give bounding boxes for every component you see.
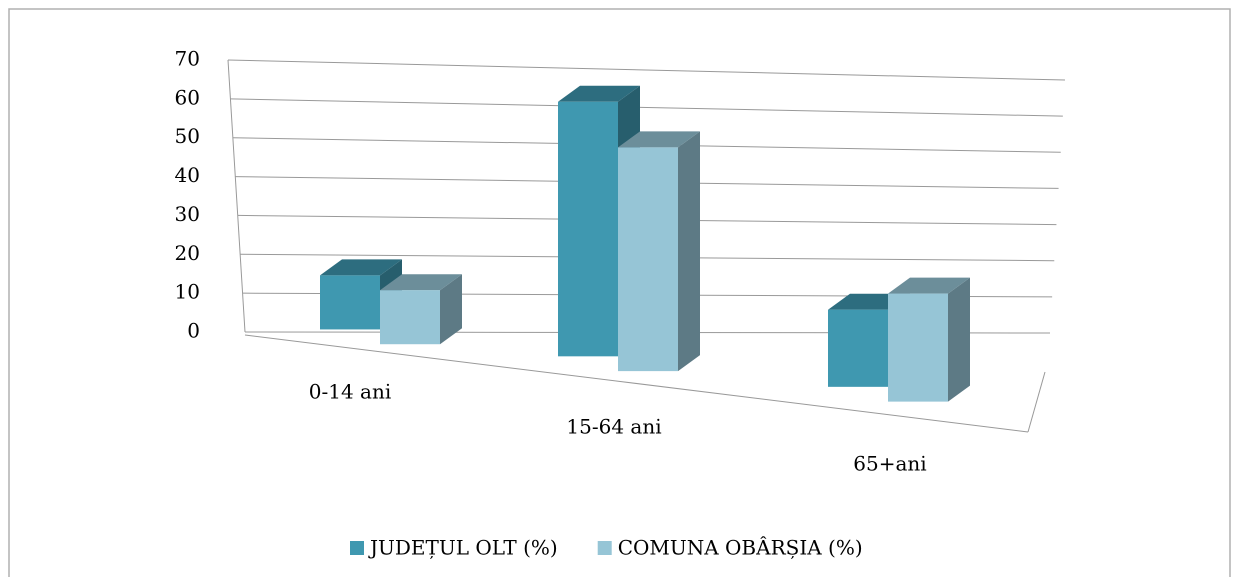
- legend-label: COMUNA OBÂRȘIA (%): [618, 536, 863, 560]
- y-tick-label: 50: [175, 124, 200, 148]
- bar-side: [678, 131, 700, 372]
- bar: [828, 309, 888, 387]
- y-tick-label: 60: [175, 85, 200, 109]
- bar-top: [320, 259, 402, 276]
- wall-left: [227, 59, 246, 333]
- x-tick-label: 15-64 ani: [566, 415, 661, 439]
- legend-swatch: [597, 541, 612, 555]
- grid-line: [230, 98, 1063, 117]
- bar-top: [380, 274, 462, 291]
- y-tick-label: 10: [175, 280, 200, 304]
- y-tick-label: 40: [175, 163, 200, 187]
- bar: [618, 147, 678, 372]
- bar-top: [558, 85, 640, 102]
- y-tick-label: 20: [175, 241, 200, 265]
- x-tick-label: 65+ani: [853, 452, 926, 476]
- y-tick-label: 70: [175, 47, 200, 71]
- grid-line: [227, 59, 1066, 81]
- bar-top: [888, 277, 970, 294]
- legend-swatch: [350, 541, 364, 555]
- bar-side: [948, 277, 970, 402]
- bar-side: [440, 274, 462, 345]
- bar: [320, 275, 380, 330]
- y-tick-label: 30: [175, 202, 200, 226]
- bar: [888, 293, 948, 402]
- floor-side: [1027, 371, 1046, 433]
- bar: [558, 101, 618, 357]
- bar-top: [618, 131, 700, 148]
- legend-label: JUDEȚUL OLT (%): [368, 536, 558, 560]
- x-tick-label: 0-14 ani: [309, 380, 392, 404]
- floor-front: [244, 334, 1029, 433]
- bar: [380, 290, 440, 345]
- y-tick-label: 0: [187, 319, 200, 343]
